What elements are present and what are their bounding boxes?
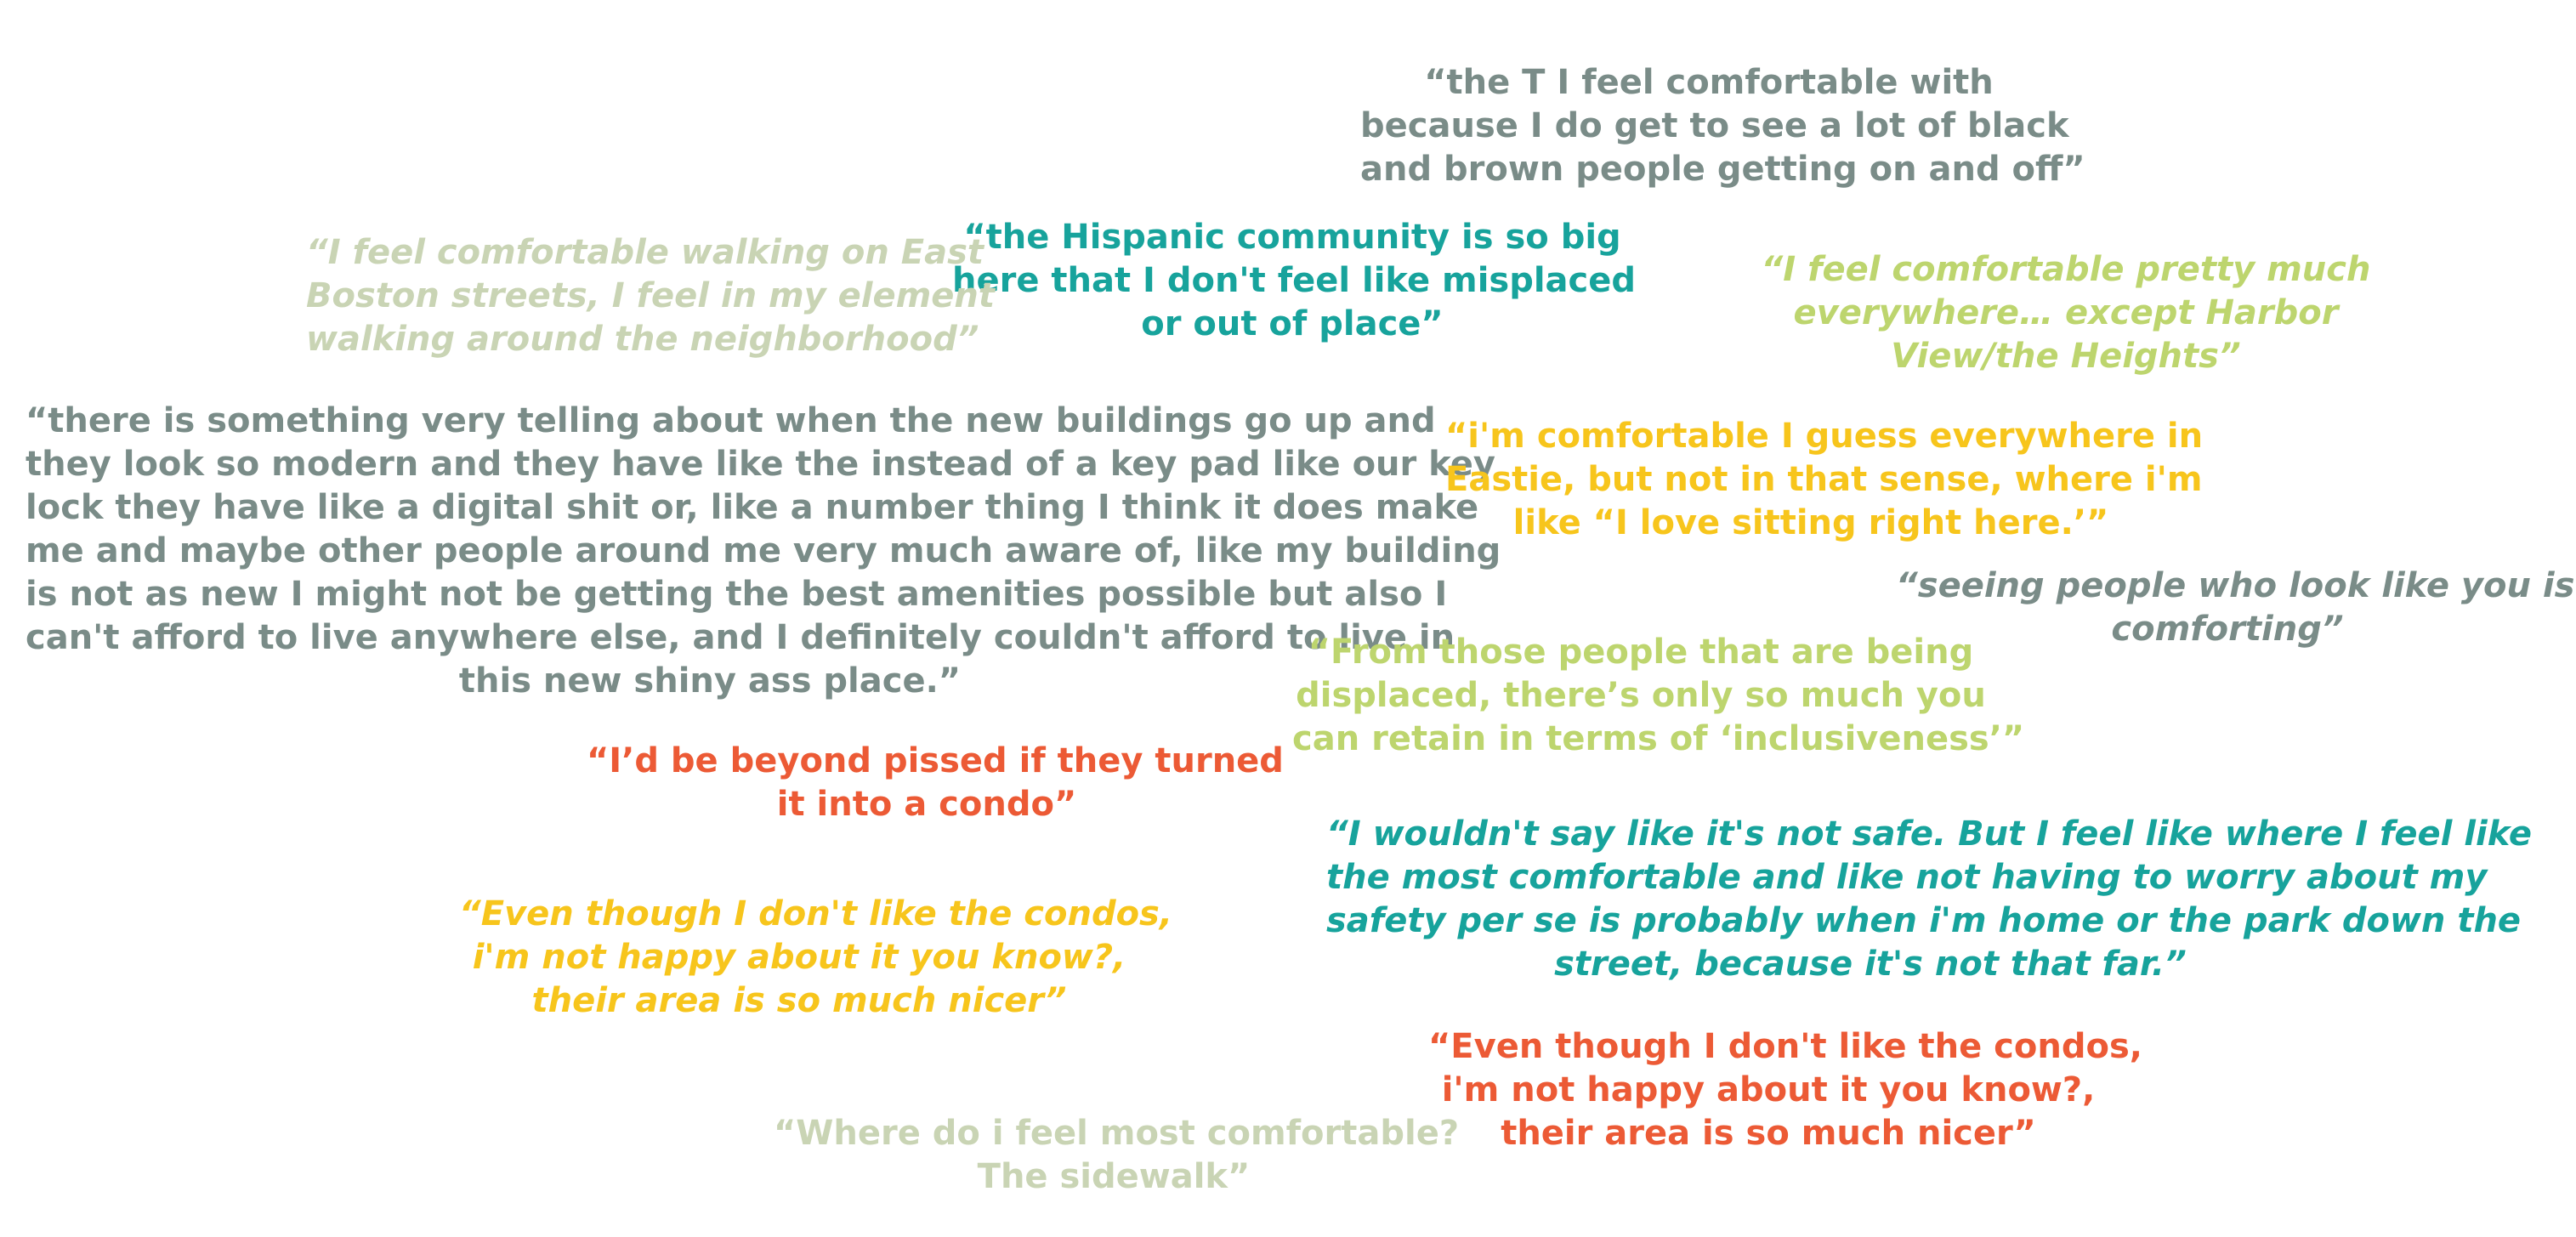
quote-line: “the T I feel comfortable with xyxy=(1424,63,1994,102)
quote-look-like-you: “seeing people who look like you is comf… xyxy=(1896,565,2575,651)
quote-condos-orange: “Even though I don't like the condos, i'… xyxy=(1428,1025,2142,1155)
quote-the-t: “the T I feel comfortable with because I… xyxy=(1360,61,2085,191)
quote-line: “Even though I don't like the condos, xyxy=(1428,1027,2142,1066)
quote-line: and brown people getting on and off” xyxy=(1360,150,2085,189)
quote-line: can't afford to live anywhere else, and … xyxy=(26,618,1455,657)
quote-line: this new shiny ass place.” xyxy=(458,661,962,701)
quote-line: “I feel comfortable pretty much xyxy=(1761,250,2371,289)
quote-line: they look so modern and they have like t… xyxy=(26,445,1495,484)
quote-line: lock they have like a digital shit or, l… xyxy=(26,488,1479,527)
quote-line: “seeing people who look like you is xyxy=(1896,566,2575,605)
quote-line: The sidewalk” xyxy=(977,1157,1251,1196)
quote-line: safety per se is probably when i'm home … xyxy=(1326,901,2522,940)
quote-line: Eastie, but not in that sense, where i'm xyxy=(1445,460,2203,499)
quote-pissed-condo: “I’d be beyond pissed if they turned it … xyxy=(587,740,1284,826)
quote-line: displaced, there’s only so much you xyxy=(1296,676,1986,715)
quote-line: comforting” xyxy=(2111,610,2344,649)
quote-line: or out of place” xyxy=(1141,304,1444,343)
quote-line: their area is so much nicer” xyxy=(531,981,1067,1020)
quote-east-boston-streets: “I feel comfortable walking on East Bost… xyxy=(306,231,996,361)
quote-line: their area is so much nicer” xyxy=(1501,1114,2036,1153)
quote-not-safe: “I wouldn't say like it's not safe. But … xyxy=(1326,813,2533,986)
quote-line: walking around the neighborhood” xyxy=(306,320,979,359)
quote-line: the most comfortable and like not having… xyxy=(1326,858,2488,897)
quote-line: it into a condo” xyxy=(776,785,1077,824)
quote-everywhere-in-eastie: “i'm comfortable I guess everywhere in E… xyxy=(1445,415,2204,545)
quote-line: “Even though I don't like the condos, xyxy=(459,894,1173,933)
quote-displaced: “From those people that are being displa… xyxy=(1292,631,2025,761)
quote-line: View/the Heights” xyxy=(1891,337,2241,376)
quote-line: “I’d be beyond pissed if they turned xyxy=(587,741,1284,780)
quote-line: because I do get to see a lot of black xyxy=(1360,106,2069,145)
quote-line: everywhere… except Harbor xyxy=(1793,293,2339,332)
quote-line: “I feel comfortable walking on East xyxy=(306,233,984,272)
quote-line: “I wouldn't say like it's not safe. But … xyxy=(1326,814,2533,854)
quote-sidewalk: “Where do i feel most comfortable? The s… xyxy=(774,1112,1460,1199)
quote-condos-yellow: “Even though I don't like the condos, i'… xyxy=(459,893,1173,1023)
quote-line: like “I love sitting right here.’” xyxy=(1512,503,2109,542)
quote-line: i'm not happy about it you know?, xyxy=(472,938,1126,977)
quote-line: is not as new I might not be getting the… xyxy=(26,575,1448,614)
quote-line: “i'm comfortable I guess everywhere in xyxy=(1445,417,2204,456)
quote-line: here that I don't feel like misplaced xyxy=(952,261,1637,300)
quote-line: me and maybe other people around me very… xyxy=(26,531,1501,570)
quote-line: can retain in terms of ‘inclusiveness’” xyxy=(1292,719,2025,758)
quote-line: i'm not happy about it you know?, xyxy=(1441,1070,2096,1109)
quote-line: street, because it's not that far.” xyxy=(1554,945,2187,984)
quote-line: “Where do i feel most comfortable? xyxy=(774,1114,1460,1153)
quote-new-buildings: “there is something very telling about w… xyxy=(26,400,1501,703)
quote-line: Boston streets, I feel in my element xyxy=(306,276,996,315)
quote-hispanic-community: “the Hispanic community is so big here t… xyxy=(952,216,1637,346)
quote-pretty-much-everywhere: “I feel comfortable pretty much everywhe… xyxy=(1751,248,2380,378)
quote-line: “From those people that are being xyxy=(1308,633,1974,672)
quote-line: “the Hispanic community is so big xyxy=(963,218,1621,257)
quote-line: “there is something very telling about w… xyxy=(26,401,1436,440)
